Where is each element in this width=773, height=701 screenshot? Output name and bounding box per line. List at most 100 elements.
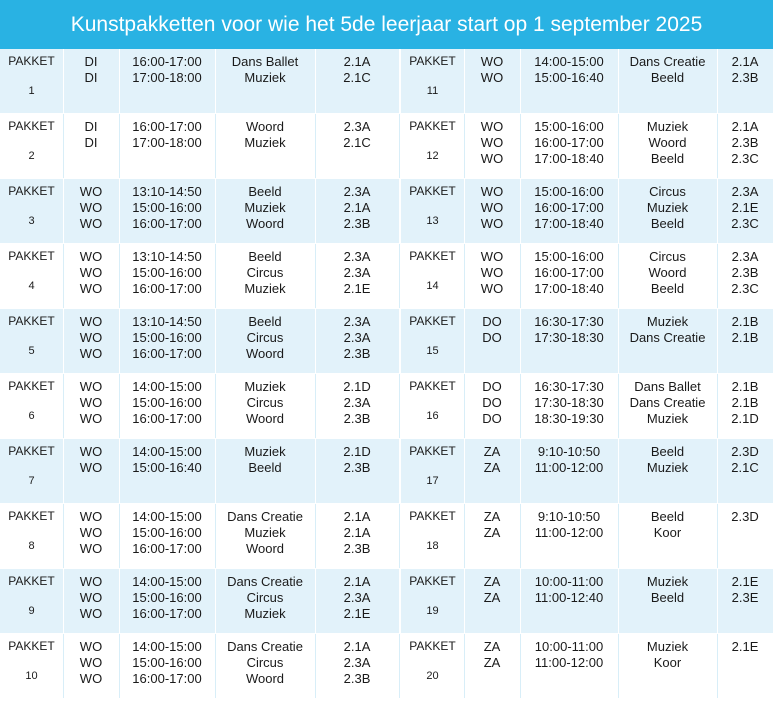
day-cell-lines: WO WO WO	[63, 379, 119, 427]
day-text: WO	[79, 574, 103, 589]
group-text: 2.1C	[343, 135, 371, 150]
activity-cell-lines: Muziek Beeld	[618, 574, 717, 606]
activity-text: Dans Creatie	[629, 395, 706, 410]
day-text: WO	[79, 639, 103, 654]
group-cell: 2.3A 2.1C	[315, 114, 400, 178]
day-text: WO	[79, 379, 103, 394]
activity-text: Muziek	[646, 574, 689, 589]
activity-cell: Muziek Dans Creatie	[618, 309, 718, 373]
group-cell-lines: 2.3A 2.1A 2.3B	[315, 184, 399, 232]
activity-text: Woord	[648, 265, 687, 280]
pakket-cell: PAKKET 2	[0, 114, 64, 178]
pakket-cell: PAKKET 17	[401, 439, 465, 503]
time-cell: 13:10-14:50 15:00-16:00 16:00-17:00	[119, 244, 216, 308]
group-text: 2.3B	[731, 135, 759, 150]
pakket-row: PAKKET 3 WO WO WO 13:10-14:50 15:00-16:00 16:00…	[0, 179, 400, 244]
pakket-row: PAKKET 15 DO DO 16:30-17:30 17:30-18:30 Muziek…	[401, 309, 773, 374]
time-text: 9:10-10:50	[537, 444, 601, 459]
activity-cell: Circus Muziek Beeld	[618, 179, 718, 243]
activity-text: Beeld	[650, 509, 685, 524]
group-cell: 2.1A 2.3B	[717, 49, 773, 113]
group-text: 2.1D	[731, 411, 759, 426]
day-text: WO	[79, 395, 103, 410]
time-cell: 14:00-15:00 15:00-16:00 16:00-17:00	[119, 634, 216, 698]
time-cell: 16:30-17:30 17:30-18:30 18:30-19:30	[520, 374, 619, 438]
group-cell: 2.3A 2.1E 2.3C	[717, 179, 773, 243]
activity-text: Koor	[653, 525, 682, 540]
activity-text: Dans Creatie	[629, 54, 706, 69]
group-cell: 2.3A 2.3B 2.3C	[717, 244, 773, 308]
group-text: 2.1E	[731, 200, 759, 215]
day-text: ZA	[483, 590, 501, 605]
day-text: WO	[79, 411, 103, 426]
pakket-number: 11	[426, 85, 439, 97]
group-text: 2.3B	[343, 346, 371, 361]
time-text: 15:00-16:00	[534, 119, 604, 134]
group-cell-lines: 2.1A 2.3B 2.3C	[717, 119, 773, 167]
pakket-label: PAKKET	[409, 184, 456, 198]
day-cell: ZA ZA	[464, 439, 521, 503]
group-text: 2.1A	[731, 119, 759, 134]
group-cell-lines: 2.3D	[717, 509, 773, 525]
group-cell: 2.3D	[717, 504, 773, 568]
day-cell-lines: WO WO WO	[464, 249, 520, 297]
day-cell-lines: WO WO	[464, 54, 520, 86]
activity-cell-lines: Dans Creatie Beeld	[618, 54, 717, 86]
group-cell: 2.1D 2.3A 2.3B	[315, 374, 400, 438]
day-text: WO	[480, 151, 504, 166]
activity-text: Dans Creatie	[227, 639, 303, 654]
group-text: 2.1D	[343, 444, 371, 459]
pakket-label: PAKKET	[8, 184, 55, 198]
activity-cell: Circus Woord Beeld	[618, 244, 718, 308]
pakket-number: 9	[28, 605, 35, 617]
activity-text: Dans Ballet	[231, 54, 299, 69]
group-text: 2.1D	[343, 379, 371, 394]
activity-text: Beeld	[248, 460, 282, 475]
activity-cell: Dans Ballet Muziek	[215, 49, 316, 113]
day-cell-lines: ZA ZA	[464, 639, 520, 671]
activity-text: Muziek	[244, 379, 286, 394]
right-column: PAKKET 11 WO WO 14:00-15:00 15:00-16:40 Dans C…	[401, 49, 773, 699]
activity-text: Beeld	[650, 70, 685, 85]
time-text: 15:00-16:00	[132, 525, 202, 540]
time-text: 10:00-11:00	[534, 639, 604, 654]
group-cell-lines: 2.1A 2.1C	[315, 54, 399, 86]
left-column: PAKKET 1 DI DI 16:00-17:00 17:00-18:00 Dans Ba…	[0, 49, 400, 699]
pakket-label: PAKKET	[8, 444, 55, 458]
page-title: Kunstpakketten voor wie het 5de leerjaar…	[70, 12, 703, 36]
pakket-number: 17	[426, 475, 439, 487]
activity-text: Woord	[245, 216, 285, 231]
group-text: 2.3A	[731, 184, 759, 199]
group-text: 2.1A	[731, 54, 759, 69]
activity-cell-lines: Muziek Beeld	[215, 444, 315, 476]
day-cell-lines: WO WO WO	[63, 184, 119, 232]
time-text: 15:00-16:40	[132, 460, 202, 475]
pakket-label: PAKKET	[8, 54, 55, 68]
group-text: 2.1A	[343, 639, 371, 654]
time-text: 16:00-17:00	[132, 541, 202, 556]
group-text: 2.1A	[343, 200, 371, 215]
group-text: 2.3D	[731, 509, 759, 524]
activity-cell: Beeld Circus Woord	[215, 309, 316, 373]
day-cell: WO WO WO	[464, 114, 521, 178]
group-cell-lines: 2.1D 2.3A 2.3B	[315, 379, 399, 427]
activity-cell: Muziek Circus Woord	[215, 374, 316, 438]
activity-text: Muziek	[646, 639, 689, 654]
pakket-label: PAKKET	[409, 379, 456, 393]
activity-cell-lines: Beeld Muziek	[618, 444, 717, 476]
activity-text: Beeld	[248, 314, 282, 329]
activity-cell: Beeld Muziek Woord	[215, 179, 316, 243]
time-text: 18:30-19:30	[534, 411, 604, 426]
activity-cell-lines: Beeld Muziek Woord	[215, 184, 315, 232]
time-cell-lines: 14:00-15:00 15:00-16:00 16:00-17:00	[119, 379, 215, 427]
day-text: WO	[480, 216, 504, 231]
time-cell-lines: 9:10-10:50 11:00-12:00	[520, 444, 618, 476]
group-cell-lines: 2.1B 2.1B 2.1D	[717, 379, 773, 427]
pakket-label: PAKKET	[8, 574, 55, 588]
activity-cell: Muziek Beeld	[215, 439, 316, 503]
day-cell-lines: WO WO	[63, 444, 119, 476]
activity-cell-lines: Muziek Circus Woord	[215, 379, 315, 427]
time-text: 11:00-12:00	[534, 525, 604, 540]
day-cell: WO WO WO	[63, 179, 120, 243]
pakket-number: 4	[28, 280, 35, 292]
